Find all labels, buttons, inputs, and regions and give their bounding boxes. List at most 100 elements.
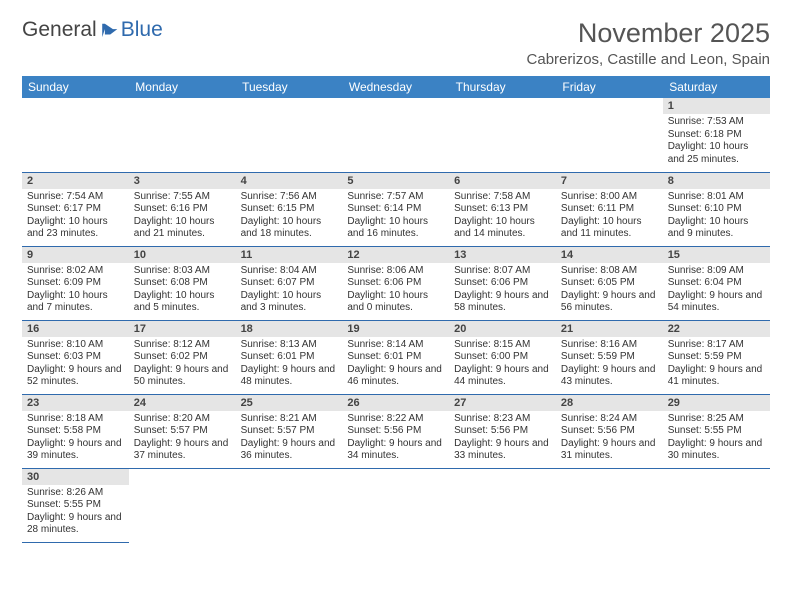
day-info: Sunrise: 8:09 AMSunset: 6:04 PMDaylight:… xyxy=(663,263,770,318)
day-info: Sunrise: 8:03 AMSunset: 6:08 PMDaylight:… xyxy=(129,263,236,318)
sunset-text: Sunset: 6:08 PM xyxy=(134,277,231,290)
sunrise-text: Sunrise: 8:25 AM xyxy=(668,413,765,426)
sunset-text: Sunset: 5:55 PM xyxy=(27,499,124,512)
sunrise-text: Sunrise: 8:17 AM xyxy=(668,339,765,352)
day-number: 25 xyxy=(236,395,343,411)
trailing-blank xyxy=(449,468,556,542)
weekday-thursday: Thursday xyxy=(449,76,556,98)
day-number: 15 xyxy=(663,247,770,263)
day-cell: 9 Sunrise: 8:02 AMSunset: 6:09 PMDaylight… xyxy=(22,246,129,320)
empty-cell xyxy=(342,98,449,172)
day-info: Sunrise: 8:26 AMSunset: 5:55 PMDaylight:… xyxy=(22,485,129,540)
day-number: 21 xyxy=(556,321,663,337)
weekday-sunday: Sunday xyxy=(22,76,129,98)
daylight-text: Daylight: 10 hours and 7 minutes. xyxy=(27,290,124,315)
sunset-text: Sunset: 5:59 PM xyxy=(561,351,658,364)
daylight-text: Daylight: 9 hours and 41 minutes. xyxy=(668,364,765,389)
day-info: Sunrise: 8:15 AMSunset: 6:00 PMDaylight:… xyxy=(449,337,556,392)
day-number: 12 xyxy=(342,247,449,263)
sunrise-text: Sunrise: 8:08 AM xyxy=(561,265,658,278)
daylight-text: Daylight: 9 hours and 28 minutes. xyxy=(27,512,124,537)
sunset-text: Sunset: 6:06 PM xyxy=(454,277,551,290)
empty-cell xyxy=(129,98,236,172)
sunrise-text: Sunrise: 8:06 AM xyxy=(347,265,444,278)
sunrise-text: Sunrise: 8:10 AM xyxy=(27,339,124,352)
sunset-text: Sunset: 6:15 PM xyxy=(241,203,338,216)
day-number: 24 xyxy=(129,395,236,411)
day-cell: 10Sunrise: 8:03 AMSunset: 6:08 PMDayligh… xyxy=(129,246,236,320)
day-cell: 30Sunrise: 8:26 AMSunset: 5:55 PMDayligh… xyxy=(22,468,129,542)
day-info: Sunrise: 8:23 AMSunset: 5:56 PMDaylight:… xyxy=(449,411,556,466)
day-cell: 2Sunrise: 7:54 AMSunset: 6:17 PMDaylight… xyxy=(22,172,129,246)
sunrise-text: Sunrise: 8:01 AM xyxy=(668,191,765,204)
sunrise-text: Sunrise: 8:15 AM xyxy=(454,339,551,352)
daylight-text: Daylight: 9 hours and 31 minutes. xyxy=(561,438,658,463)
day-info: Sunrise: 7:54 AMSunset: 6:17 PMDaylight:… xyxy=(22,189,129,244)
brand-word-2: Blue xyxy=(121,18,163,42)
empty-cell xyxy=(449,98,556,172)
daylight-text: Daylight: 9 hours and 39 minutes. xyxy=(27,438,124,463)
calendar-table: Sunday Monday Tuesday Wednesday Thursday… xyxy=(22,76,770,543)
day-info: Sunrise: 8:21 AMSunset: 5:57 PMDaylight:… xyxy=(236,411,343,466)
sunset-text: Sunset: 6:02 PM xyxy=(134,351,231,364)
daylight-text: Daylight: 9 hours and 48 minutes. xyxy=(241,364,338,389)
trailing-blank xyxy=(556,468,663,542)
day-number: 27 xyxy=(449,395,556,411)
day-number: 11 xyxy=(236,247,343,263)
sunset-text: Sunset: 6:01 PM xyxy=(241,351,338,364)
day-info: Sunrise: 8:04 AMSunset: 6:07 PMDaylight:… xyxy=(236,263,343,318)
sunset-text: Sunset: 6:16 PM xyxy=(134,203,231,216)
day-cell: 12Sunrise: 8:06 AMSunset: 6:06 PMDayligh… xyxy=(342,246,449,320)
day-cell: 13Sunrise: 8:07 AMSunset: 6:06 PMDayligh… xyxy=(449,246,556,320)
daylight-text: Daylight: 10 hours and 25 minutes. xyxy=(668,141,765,166)
day-number: 26 xyxy=(342,395,449,411)
day-number: 14 xyxy=(556,247,663,263)
header: General Blue November 2025 Cabrerizos, C… xyxy=(22,18,770,68)
sunrise-text: Sunrise: 7:57 AM xyxy=(347,191,444,204)
trailing-blank xyxy=(663,468,770,542)
sunset-text: Sunset: 6:00 PM xyxy=(454,351,551,364)
weekday-saturday: Saturday xyxy=(663,76,770,98)
calendar-row: 9Sunrise: 8:02 AMSunset: 6:09 PMDaylight… xyxy=(22,246,770,320)
day-cell: 20Sunrise: 8:15 AMSunset: 6:00 PMDayligh… xyxy=(449,320,556,394)
day-cell: 27Sunrise: 8:23 AMSunset: 5:56 PMDayligh… xyxy=(449,394,556,468)
day-cell: 26Sunrise: 8:22 AMSunset: 5:56 PMDayligh… xyxy=(342,394,449,468)
sunrise-text: Sunrise: 7:58 AM xyxy=(454,191,551,204)
daylight-text: Daylight: 10 hours and 3 minutes. xyxy=(241,290,338,315)
day-number: 2 xyxy=(22,173,129,189)
day-info: Sunrise: 8:00 AMSunset: 6:11 PMDaylight:… xyxy=(556,189,663,244)
daylight-text: Daylight: 9 hours and 52 minutes. xyxy=(27,364,124,389)
day-number: 7 xyxy=(556,173,663,189)
brand-word-1: General xyxy=(22,18,97,42)
sunset-text: Sunset: 5:56 PM xyxy=(561,425,658,438)
weekday-tuesday: Tuesday xyxy=(236,76,343,98)
day-number: 18 xyxy=(236,321,343,337)
sunset-text: Sunset: 6:14 PM xyxy=(347,203,444,216)
sunset-text: Sunset: 5:59 PM xyxy=(668,351,765,364)
day-number: 20 xyxy=(449,321,556,337)
flag-icon xyxy=(101,22,123,38)
title-block: November 2025 Cabrerizos, Castille and L… xyxy=(527,18,770,68)
sunrise-text: Sunrise: 8:04 AM xyxy=(241,265,338,278)
sunset-text: Sunset: 6:01 PM xyxy=(347,351,444,364)
calendar-body: 1Sunrise: 7:53 AMSunset: 6:18 PMDaylight… xyxy=(22,98,770,542)
sunrise-text: Sunrise: 8:14 AM xyxy=(347,339,444,352)
sunset-text: Sunset: 6:09 PM xyxy=(27,277,124,290)
day-info: Sunrise: 7:57 AMSunset: 6:14 PMDaylight:… xyxy=(342,189,449,244)
day-info: Sunrise: 8:24 AMSunset: 5:56 PMDaylight:… xyxy=(556,411,663,466)
sunrise-text: Sunrise: 8:20 AM xyxy=(134,413,231,426)
calendar-row: 23Sunrise: 8:18 AMSunset: 5:58 PMDayligh… xyxy=(22,394,770,468)
sunset-text: Sunset: 6:07 PM xyxy=(241,277,338,290)
sunrise-text: Sunrise: 8:16 AM xyxy=(561,339,658,352)
sunset-text: Sunset: 5:55 PM xyxy=(668,425,765,438)
day-number: 8 xyxy=(663,173,770,189)
sunrise-text: Sunrise: 8:18 AM xyxy=(27,413,124,426)
sunrise-text: Sunrise: 8:02 AM xyxy=(27,265,124,278)
day-cell: 23Sunrise: 8:18 AMSunset: 5:58 PMDayligh… xyxy=(22,394,129,468)
day-number: 9 xyxy=(22,247,129,263)
location-text: Cabrerizos, Castille and Leon, Spain xyxy=(527,51,770,68)
daylight-text: Daylight: 9 hours and 36 minutes. xyxy=(241,438,338,463)
empty-cell xyxy=(236,98,343,172)
day-info: Sunrise: 7:55 AMSunset: 6:16 PMDaylight:… xyxy=(129,189,236,244)
day-info: Sunrise: 7:56 AMSunset: 6:15 PMDaylight:… xyxy=(236,189,343,244)
